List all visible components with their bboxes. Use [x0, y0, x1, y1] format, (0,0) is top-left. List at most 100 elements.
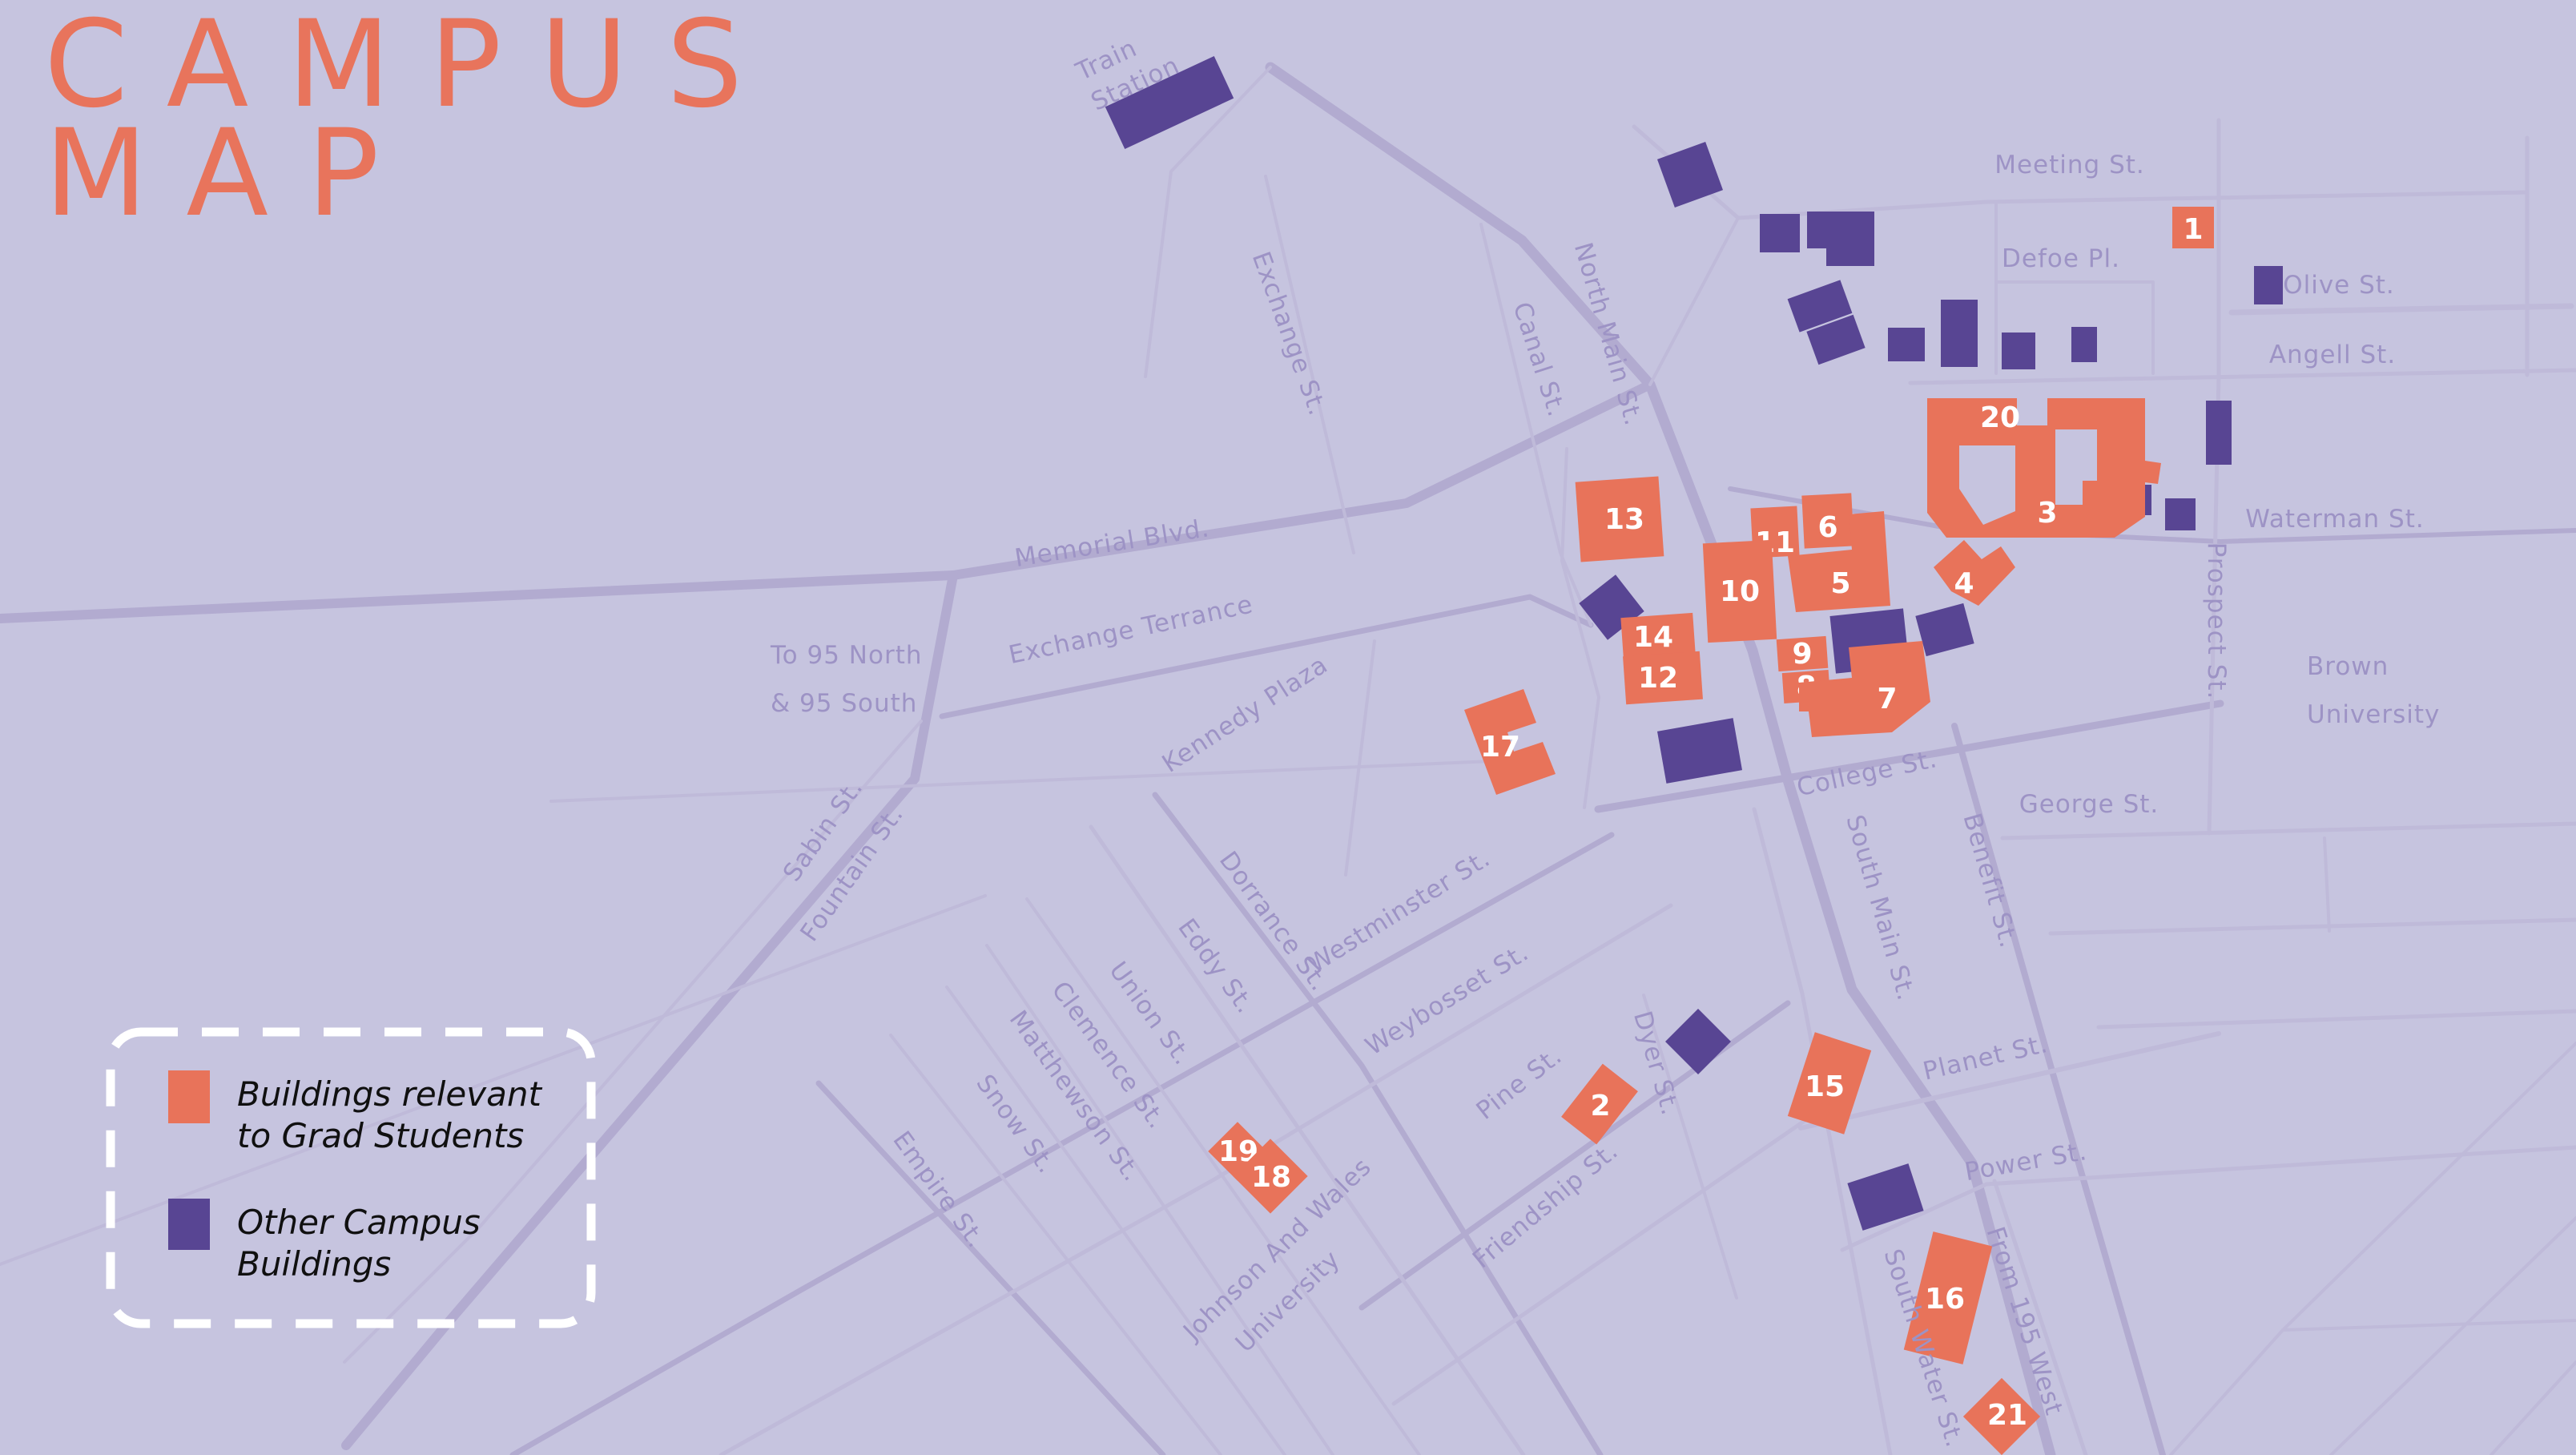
- street-to95-line: [549, 758, 1532, 803]
- building-shape: [1575, 476, 1664, 562]
- building-shape: [1623, 651, 1703, 705]
- street-labels: Meeting St. Defoe Pl. Olive St. Angell S…: [778, 151, 2424, 1451]
- building-10: 10: [1702, 539, 1777, 643]
- other-building: [1787, 280, 1853, 333]
- building-1: 1: [2172, 207, 2214, 248]
- other-building: [2206, 401, 2232, 465]
- street-grid-h2: [2096, 1009, 2576, 1030]
- building-6: 6: [1801, 493, 1854, 549]
- street-label-dyer: Dyer St.: [1628, 1008, 1684, 1118]
- street-empire-st-line: [815, 1080, 1166, 1455]
- building-16: 16: [1903, 1231, 1993, 1364]
- street-label-pine: Pine St.: [1471, 1041, 1568, 1125]
- building-number: 1: [2183, 213, 2203, 246]
- legend-grad-line2: to Grad Students: [237, 1116, 524, 1155]
- building-shape: [1799, 641, 1930, 737]
- other-building: [1847, 1163, 1924, 1231]
- building-number: 2: [1590, 1090, 1610, 1122]
- other-building: [1807, 212, 1874, 266]
- building-2: 2: [1561, 1063, 1638, 1145]
- street-label-angell: Angell St.: [2269, 341, 2396, 369]
- building-number: 12: [1638, 662, 1678, 695]
- street-planet-st-line: [1798, 1031, 2221, 1131]
- street-label-waterman: Waterman St.: [2245, 505, 2424, 534]
- brown-university-label: Brown University: [2307, 652, 2439, 729]
- other-building: [2071, 327, 2097, 362]
- building-shape: [1801, 493, 1854, 549]
- building-shape: [1620, 612, 1696, 659]
- other-building-dyer: [1664, 1008, 1732, 1075]
- street-bottom-right-1: [2169, 1042, 2576, 1455]
- street-benefit-st-line: [1951, 723, 2166, 1455]
- street-west-of-13: [1560, 447, 1600, 809]
- building-15: 15: [1787, 1032, 1872, 1135]
- street-apex-left: [1144, 66, 1272, 378]
- street-clemence-line: [985, 944, 1334, 1455]
- street-label-college: College St.: [1794, 744, 1940, 802]
- street-exchange-line: [1264, 175, 1355, 554]
- legend-swatch-other: [168, 1199, 210, 1250]
- street-label-westminster: Westminster St.: [1302, 844, 1495, 979]
- other-building: [2002, 333, 2035, 369]
- street-george-st-line: [2000, 821, 2576, 840]
- building-5: 5: [1788, 511, 1890, 612]
- legend: Buildings relevant to Grad Students Othe…: [106, 1027, 596, 1328]
- building-9: 9: [1776, 635, 1829, 672]
- street-label-canal: Canal St.: [1507, 299, 1571, 421]
- other-building: [1915, 603, 1974, 657]
- brown-line1: Brown: [2307, 652, 2389, 681]
- building-shape: [1903, 1231, 1993, 1364]
- street-south-water-line: [1752, 807, 1893, 1455]
- street-label-weybosset: Weybosset St.: [1360, 938, 1534, 1062]
- street-weybosset-line: [718, 903, 1673, 1455]
- grad-buildings: 20 3 1 13 11 6 10 5 4: [1208, 207, 2214, 1455]
- building-number: 6: [1817, 511, 1837, 544]
- building-number: 10: [1720, 575, 1760, 608]
- street-legend-diagonal: [0, 894, 987, 1266]
- building-number: 14: [1633, 621, 1673, 654]
- building-number: 3: [2037, 497, 2057, 530]
- street-grid-v1: [2323, 836, 2331, 933]
- building-shape: [1233, 1139, 1308, 1214]
- street-angell-st-line: [1908, 368, 2576, 385]
- building-shape: [1776, 635, 1829, 672]
- other-building-olive: [2254, 266, 2283, 304]
- building-shape: [1788, 511, 1890, 612]
- street-kennedy-east: [1344, 639, 1376, 877]
- street-bottom-right-2: [2281, 1319, 2576, 1332]
- other-building-train-station: [1105, 56, 1234, 149]
- street-snow-line: [889, 1034, 1222, 1455]
- building-shape: [1702, 539, 1777, 643]
- building-number: 13: [1604, 503, 1644, 536]
- street-exchange-terrace-line: [939, 594, 1594, 719]
- street-label-memorial: Memorial Blvd.: [1012, 514, 1211, 573]
- title-line2: MAP: [44, 104, 418, 244]
- street-defoe-pl-loop: [1994, 280, 2155, 375]
- building-number: 18: [1251, 1161, 1291, 1194]
- street-prospect-st-line: [2207, 118, 2221, 836]
- legend-swatch-grad: [168, 1070, 210, 1123]
- building-17: 17: [1464, 689, 1556, 795]
- building-number: 20: [1980, 401, 2020, 434]
- building-shape: [1561, 1063, 1638, 1145]
- building-13: 13: [1575, 476, 1664, 562]
- other-building: [1888, 328, 1925, 361]
- street-label-defoe: Defoe Pl.: [2002, 244, 2120, 273]
- street-friendship-st-line: [1391, 1097, 1838, 1406]
- legend-grad-line1: Buildings relevant: [237, 1074, 542, 1114]
- other-building: [1656, 718, 1743, 784]
- building-shape: [1464, 689, 1556, 795]
- to-95-label: To 95 North & 95 South: [770, 641, 922, 718]
- street-fountain-st-line: [341, 570, 958, 1450]
- title-line1: CAMPUS: [44, 0, 781, 135]
- street-main-north-south-line: [1265, 62, 2056, 1455]
- street-memorial-blvd-line: [0, 380, 1655, 623]
- legend-other-line2: Buildings: [237, 1244, 391, 1284]
- other-building: [1760, 214, 1800, 252]
- street-from-195-line: [1992, 1179, 2088, 1455]
- legend-other-line1: Other Campus: [237, 1203, 481, 1242]
- building-14: 14: [1620, 612, 1696, 659]
- street-bottom-right-3: [2329, 1216, 2576, 1455]
- other-building: [1656, 141, 1724, 208]
